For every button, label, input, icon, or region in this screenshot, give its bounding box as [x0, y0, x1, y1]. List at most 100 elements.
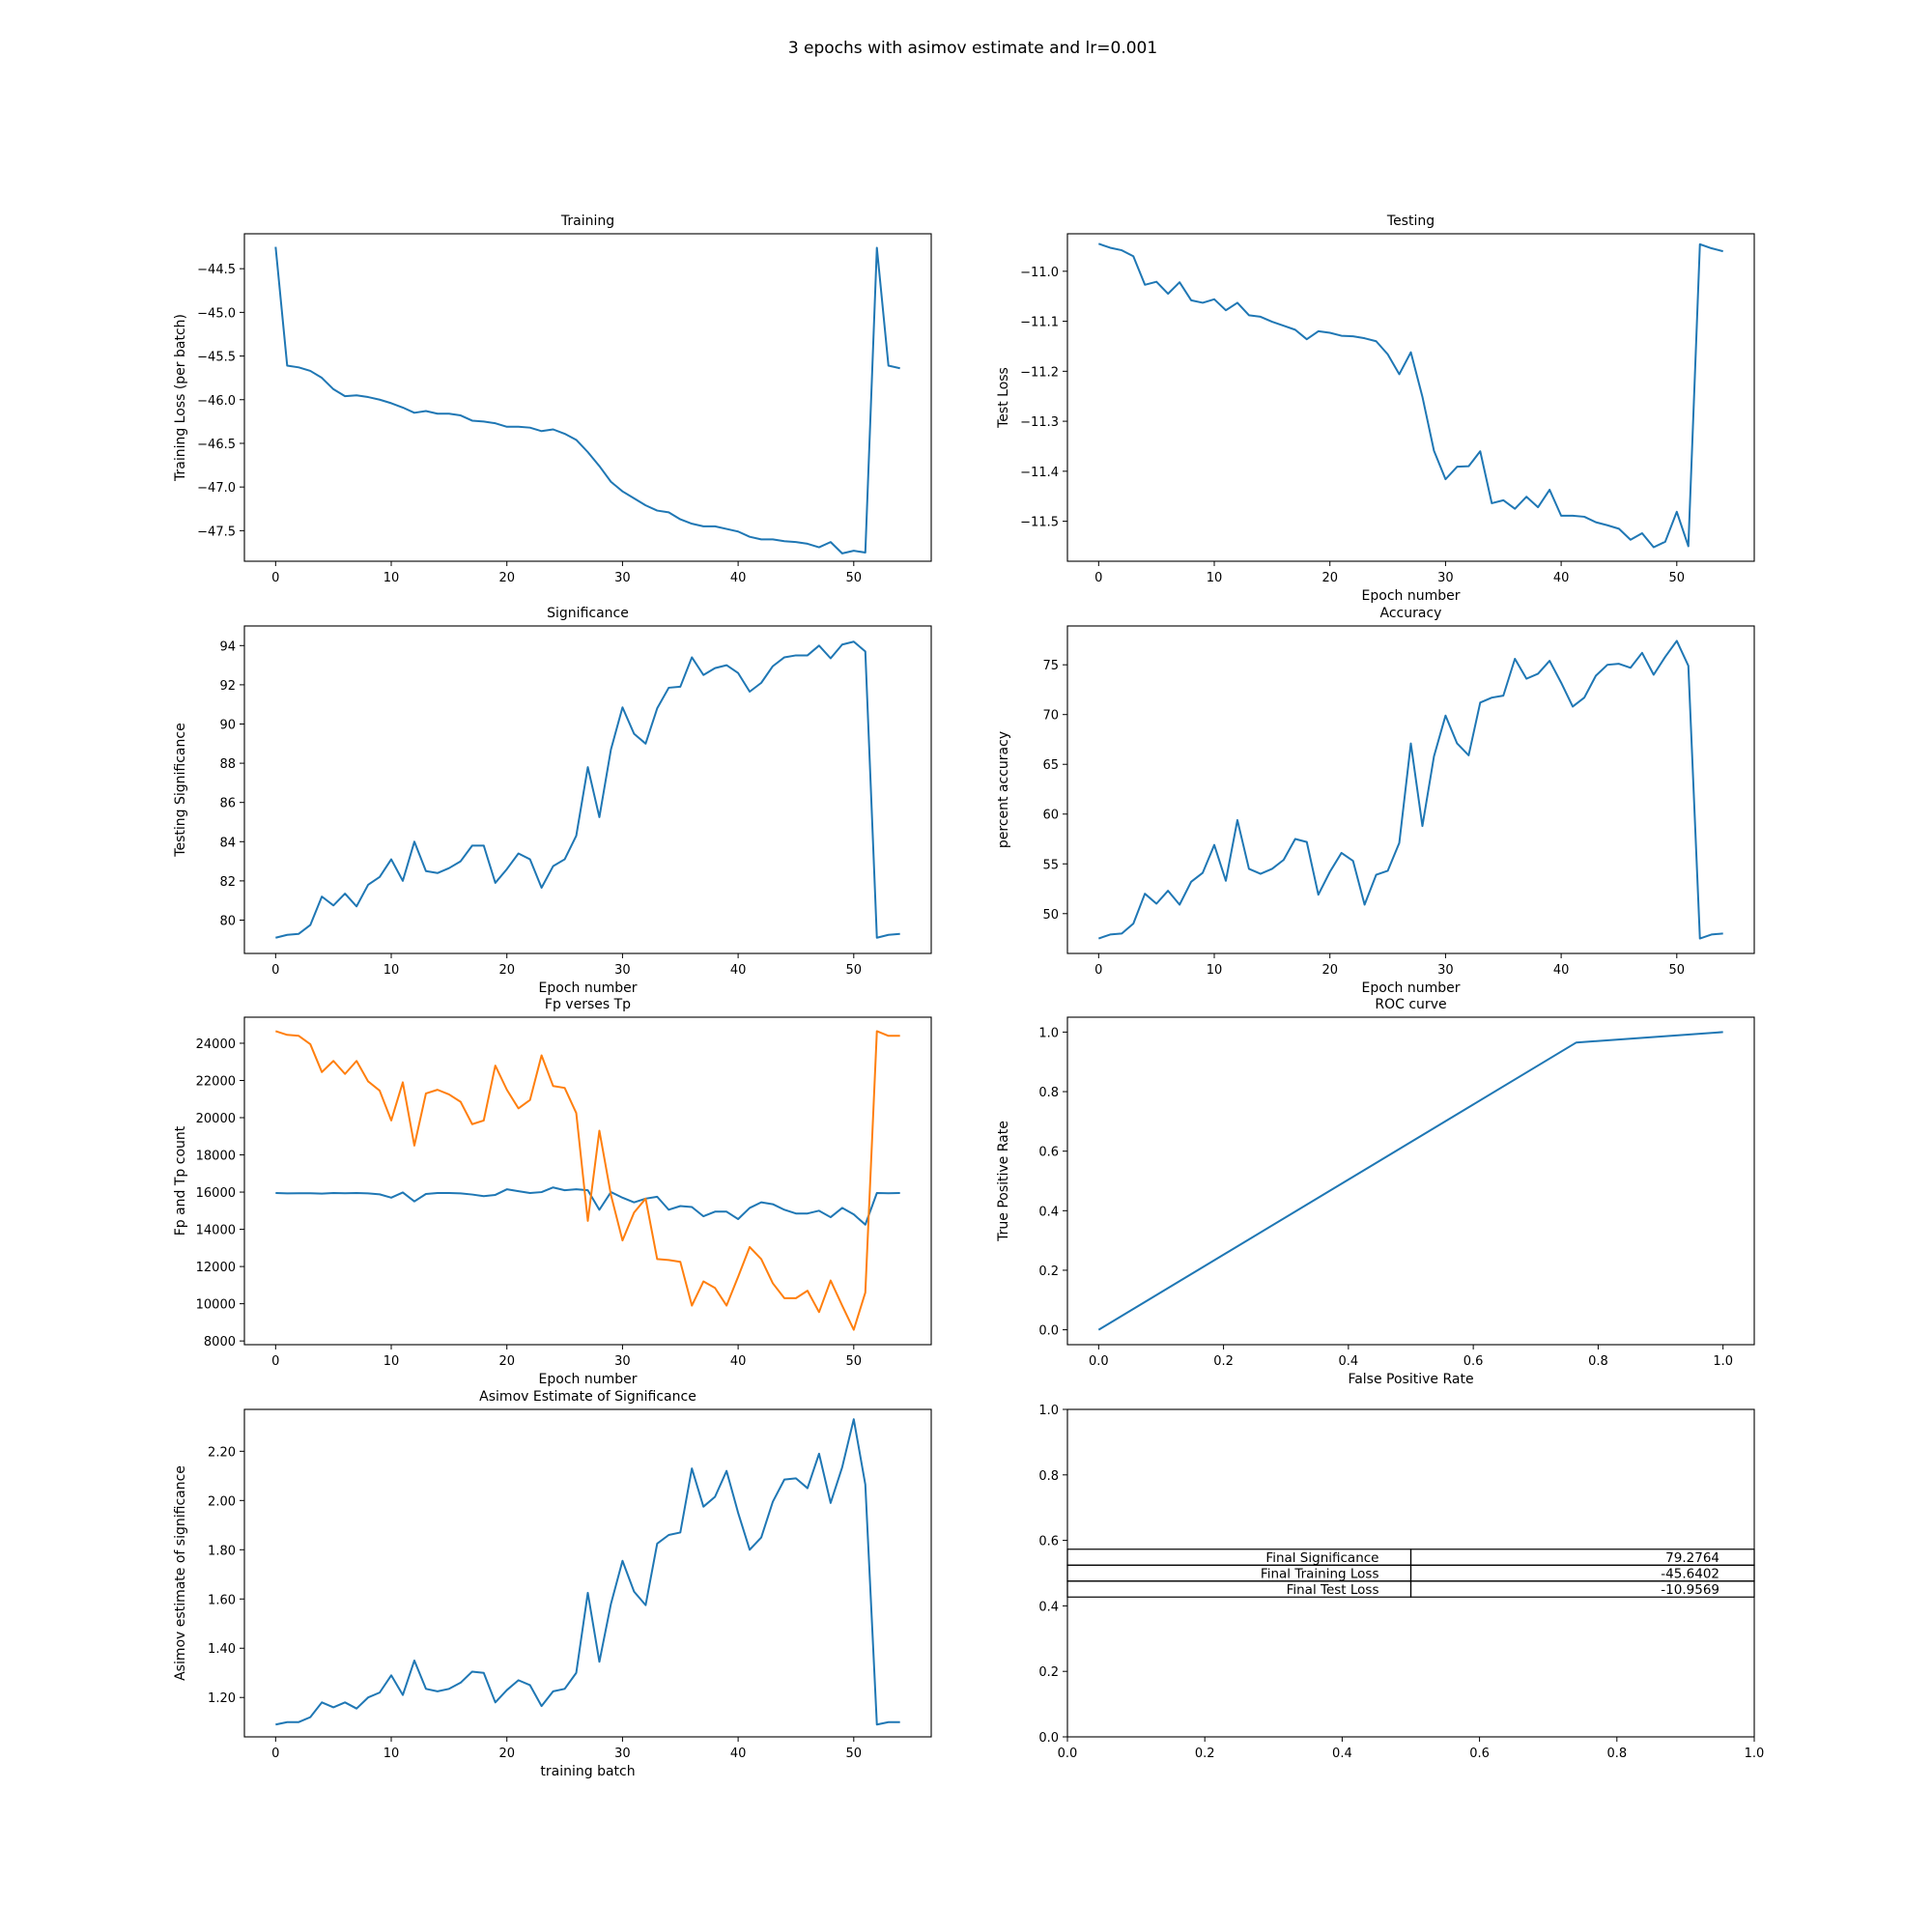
significance-ytick-label: 80: [219, 914, 236, 928]
training-ytick-label: −47.0: [197, 481, 236, 496]
testing-ytick-label: −11.4: [1020, 466, 1059, 480]
roc-ytick-label: 0.2: [1038, 1264, 1059, 1279]
summary-ytick-label: 0.8: [1038, 1469, 1059, 1484]
asimov-xlabel: training batch: [540, 1764, 635, 1779]
accuracy-ytick-label: 65: [1042, 758, 1059, 773]
accuracy-xlabel: Epoch number: [1362, 980, 1461, 996]
summary-ytick-label: 0.6: [1038, 1535, 1059, 1549]
roc-ytick-label: 0.6: [1038, 1146, 1059, 1160]
accuracy-title: Accuracy: [1380, 606, 1442, 621]
significance-xtick-label: 40: [730, 963, 747, 978]
roc-xtick-label: 0.8: [1588, 1354, 1608, 1369]
training-xtick-label: 20: [498, 571, 515, 585]
fp_tp-ytick-label: 16000: [196, 1186, 236, 1201]
testing-series-line-0: [1097, 242, 1723, 549]
testing-xtick-label: 40: [1553, 571, 1570, 585]
asimov-ytick-label: 2.00: [208, 1494, 236, 1509]
accuracy-xtick-label: 10: [1207, 963, 1223, 978]
asimov-xtick-label: 40: [730, 1747, 747, 1761]
fp_tp-ytick-label: 12000: [196, 1261, 236, 1275]
testing-xlabel: Epoch number: [1362, 588, 1461, 604]
accuracy-ytick-label: 70: [1042, 709, 1059, 724]
fp_tp-xtick-label: 40: [730, 1354, 747, 1369]
training-ytick-label: −46.5: [197, 438, 236, 452]
training-title: Training: [560, 213, 614, 229]
significance-ytick-label: 90: [219, 718, 236, 732]
roc-xtick-label: 0.0: [1089, 1354, 1109, 1369]
significance-xtick-label: 20: [498, 963, 515, 978]
asimov-ytick-label: 1.20: [208, 1691, 236, 1706]
training-xtick-label: 40: [730, 571, 747, 585]
training-ytick-label: −47.5: [197, 525, 236, 539]
asimov-xtick-label: 10: [384, 1747, 400, 1761]
roc-ytick-label: 0.4: [1038, 1205, 1059, 1219]
asimov-ytick-label: 1.60: [208, 1593, 236, 1607]
fp_tp-ytick-label: 18000: [196, 1150, 236, 1164]
accuracy-xtick-label: 40: [1553, 963, 1570, 978]
roc-ylabel: True Positive Rate: [996, 1121, 1011, 1242]
significance-ytick-label: 88: [219, 757, 236, 772]
fp_tp-ytick-label: 8000: [204, 1335, 236, 1350]
roc-xtick-label: 0.4: [1339, 1354, 1359, 1369]
testing-title: Testing: [1386, 213, 1435, 229]
significance-ytick-label: 82: [219, 875, 236, 890]
table-cell-value: [1409, 1580, 1755, 1598]
accuracy-xtick-label: 20: [1321, 963, 1338, 978]
roc-ytick-label: 1.0: [1038, 1026, 1059, 1040]
summary-ytick-label: 0.4: [1038, 1600, 1059, 1614]
testing-xtick-label: 50: [1669, 571, 1686, 585]
testing-xtick-label: 30: [1437, 571, 1454, 585]
summary-xtick-label: 0.6: [1469, 1747, 1490, 1761]
fp_tp-xtick-label: 0: [271, 1354, 279, 1369]
fp_tp-title: Fp verses Tp: [545, 997, 631, 1012]
accuracy-ytick-label: 55: [1042, 858, 1059, 872]
training-ytick-label: −44.5: [197, 263, 236, 277]
accuracy-xtick-label: 50: [1669, 963, 1686, 978]
fp_tp-series-line-1: [275, 1030, 900, 1331]
training-ylabel: Training Loss (per batch): [173, 314, 188, 482]
testing-xtick-label: 0: [1094, 571, 1102, 585]
training-axes-frame: [243, 233, 932, 562]
fp_tp-ytick-label: 14000: [196, 1224, 236, 1238]
significance-xtick-label: 0: [271, 963, 279, 978]
summary-xtick-label: 0.8: [1606, 1747, 1627, 1761]
roc-xtick-label: 0.6: [1463, 1354, 1484, 1369]
accuracy-ytick-label: 75: [1042, 659, 1059, 673]
training-ytick-label: −46.0: [197, 394, 236, 409]
fp_tp-xlabel: Epoch number: [539, 1372, 638, 1387]
table-row-value: -10.9569: [1661, 1582, 1719, 1598]
roc-xlabel: False Positive Rate: [1348, 1372, 1473, 1387]
accuracy-series-line-0: [1097, 639, 1723, 940]
asimov-xtick-label: 0: [271, 1747, 279, 1761]
asimov-xtick-label: 30: [614, 1747, 631, 1761]
roc-xtick-label: 1.0: [1713, 1354, 1733, 1369]
accuracy-ytick-label: 60: [1042, 809, 1059, 823]
accuracy-ytick-label: 50: [1042, 908, 1059, 923]
significance-xtick-label: 30: [614, 963, 631, 978]
testing-axes-frame: [1066, 233, 1755, 562]
roc-ytick-label: 0.8: [1038, 1086, 1059, 1100]
accuracy-xtick-label: 0: [1094, 963, 1102, 978]
fp_tp-xtick-label: 50: [846, 1354, 863, 1369]
summary-xtick-label: 0.4: [1332, 1747, 1352, 1761]
fp_tp-ylabel: Fp and Tp count: [173, 1125, 188, 1236]
table-row-value: -45.6402: [1661, 1566, 1719, 1581]
asimov-title: Asimov Estimate of Significance: [479, 1389, 696, 1405]
summary-xtick-label: 0.0: [1058, 1747, 1078, 1761]
fp_tp-series-line-0: [275, 1186, 900, 1226]
summary-xtick-label: 1.0: [1745, 1747, 1765, 1761]
asimov-ytick-label: 1.80: [208, 1544, 236, 1558]
roc-title: ROC curve: [1375, 997, 1446, 1012]
testing-ylabel: Test Loss: [996, 367, 1011, 429]
figure-title: 3 epochs with asimov estimate and lr=0.0…: [788, 39, 1157, 58]
fp_tp-xtick-label: 10: [384, 1354, 400, 1369]
asimov-axes-frame: [243, 1408, 932, 1738]
fp_tp-xtick-label: 30: [614, 1354, 631, 1369]
summary-ytick-label: 1.0: [1038, 1404, 1059, 1418]
significance-axes-frame: [243, 625, 932, 954]
training-xtick-label: 0: [271, 571, 279, 585]
accuracy-xtick-label: 30: [1437, 963, 1454, 978]
significance-ytick-label: 94: [219, 639, 236, 654]
training-xtick-label: 10: [384, 571, 400, 585]
